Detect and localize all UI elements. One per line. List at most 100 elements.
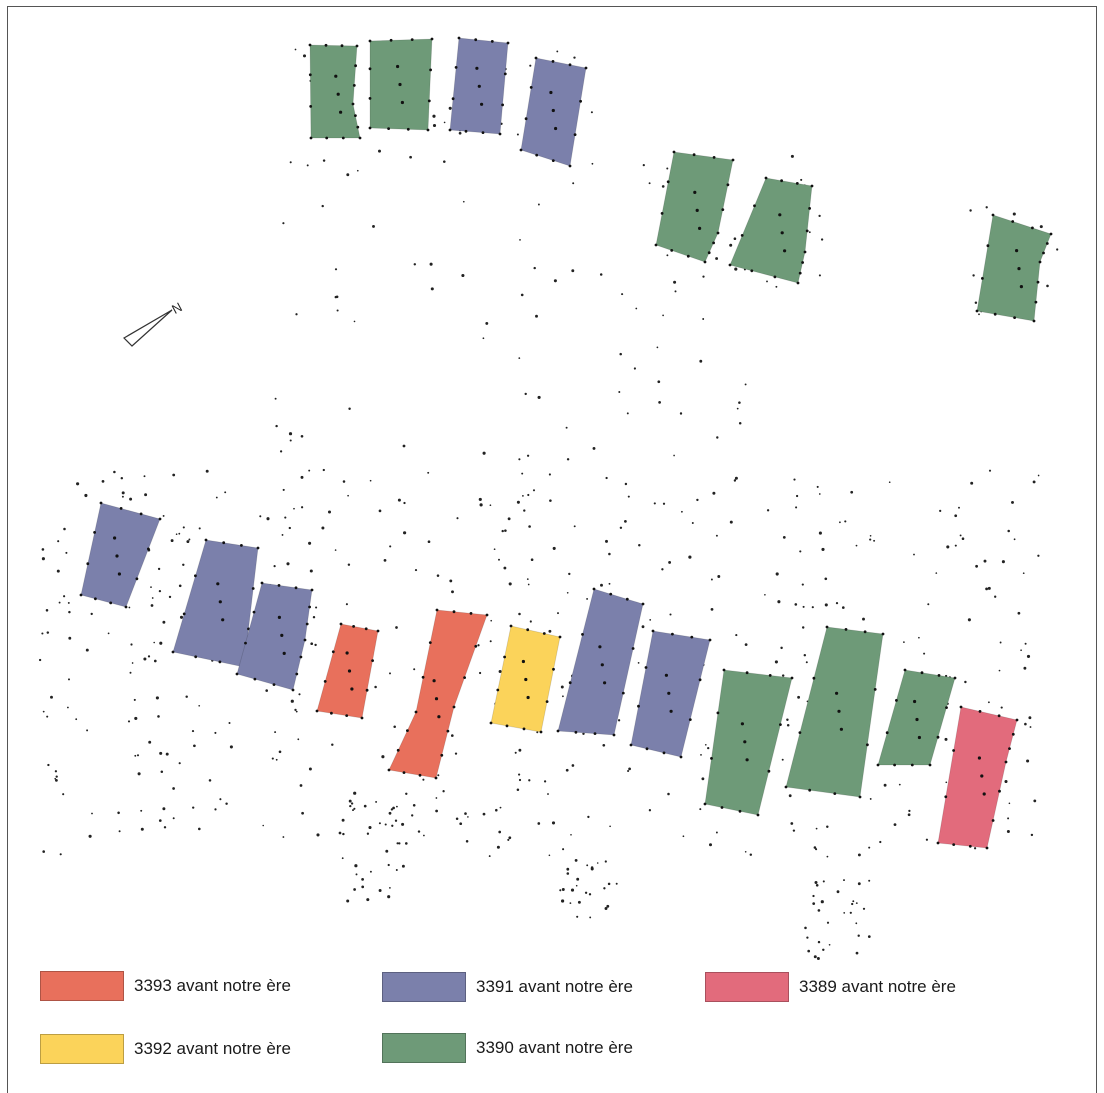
post-hole	[549, 90, 553, 95]
post-hole	[818, 274, 821, 277]
post-hole	[999, 641, 1002, 644]
post-hole	[129, 671, 132, 674]
post-hole	[452, 610, 456, 614]
post-hole	[895, 699, 898, 702]
post-hole	[490, 619, 493, 622]
post-hole	[808, 207, 811, 210]
legend-swatch-3391	[382, 972, 466, 1002]
post-hole	[557, 612, 559, 615]
post-hole	[991, 213, 995, 217]
post-hole	[496, 688, 500, 692]
legend-label-3392: 3392 avant notre ère	[134, 1039, 291, 1058]
post-hole	[526, 454, 530, 457]
post-hole	[1034, 300, 1038, 304]
post-hole	[568, 681, 572, 685]
post-hole	[67, 601, 70, 604]
post-hole	[324, 43, 328, 47]
post-hole	[192, 806, 195, 809]
post-hole	[240, 544, 243, 547]
post-hole	[289, 439, 292, 442]
post-hole	[368, 39, 372, 43]
post-hole	[355, 44, 359, 48]
post-hole	[46, 631, 50, 634]
post-hole	[715, 534, 718, 537]
post-hole	[806, 936, 809, 939]
post-hole	[423, 834, 425, 837]
post-hole	[312, 615, 316, 619]
post-hole	[499, 806, 502, 809]
post-hole	[939, 509, 942, 513]
post-hole	[991, 819, 995, 822]
post-hole	[798, 271, 802, 275]
post-hole	[862, 617, 865, 621]
post-hole	[417, 830, 421, 833]
post-hole	[186, 540, 190, 544]
post-hole	[57, 540, 60, 543]
post-hole	[489, 504, 492, 507]
post-hole	[816, 485, 819, 488]
post-hole	[427, 471, 430, 474]
post-hole	[573, 56, 576, 59]
post-hole	[1022, 572, 1025, 575]
post-hole	[327, 510, 332, 514]
house-footprint-b19	[937, 706, 1018, 849]
post-hole	[688, 718, 692, 721]
post-hole	[712, 241, 715, 245]
post-hole	[454, 752, 458, 755]
post-hole	[839, 521, 841, 524]
post-hole	[153, 641, 156, 644]
post-hole	[198, 527, 201, 530]
post-hole	[566, 591, 569, 594]
post-hole	[398, 82, 402, 87]
post-hole	[812, 676, 816, 680]
post-hole	[1004, 779, 1008, 784]
post-hole	[920, 671, 924, 675]
post-hole	[135, 577, 139, 581]
post-hole	[376, 629, 380, 633]
legend-swatch-3393	[40, 971, 124, 1001]
post-hole	[731, 158, 735, 162]
post-hole	[535, 153, 539, 157]
post-hole	[574, 730, 578, 734]
post-hole	[394, 819, 398, 822]
post-hole	[157, 567, 161, 571]
post-hole	[1007, 817, 1010, 820]
post-hole	[290, 699, 294, 703]
post-hole	[690, 635, 694, 639]
post-hole	[308, 605, 311, 609]
post-hole	[63, 527, 66, 531]
post-hole	[134, 716, 138, 720]
post-hole	[773, 275, 777, 279]
post-hole	[668, 560, 672, 564]
post-hole	[660, 212, 664, 215]
post-hole	[341, 818, 345, 822]
post-hole	[342, 832, 345, 836]
post-hole	[893, 763, 896, 767]
post-hole	[134, 754, 137, 757]
post-hole	[310, 588, 314, 592]
post-hole	[533, 266, 536, 270]
post-hole	[85, 648, 89, 652]
post-hole	[508, 836, 512, 840]
post-hole	[628, 767, 631, 771]
post-hole	[390, 808, 394, 811]
post-hole	[286, 562, 290, 566]
post-hole	[406, 729, 409, 732]
post-hole	[41, 548, 45, 551]
post-hole	[322, 159, 326, 162]
post-hole	[729, 243, 733, 247]
post-hole	[756, 813, 760, 817]
post-hole	[556, 50, 559, 53]
post-hole	[710, 757, 713, 760]
post-hole	[539, 730, 543, 734]
post-hole	[262, 824, 265, 827]
post-hole	[518, 778, 522, 782]
post-hole	[985, 587, 989, 591]
post-hole	[587, 815, 590, 819]
post-hole	[293, 507, 295, 510]
post-hole	[560, 685, 564, 689]
post-hole	[291, 688, 295, 692]
post-hole	[391, 824, 394, 827]
post-hole	[454, 66, 458, 69]
post-hole	[94, 597, 97, 601]
